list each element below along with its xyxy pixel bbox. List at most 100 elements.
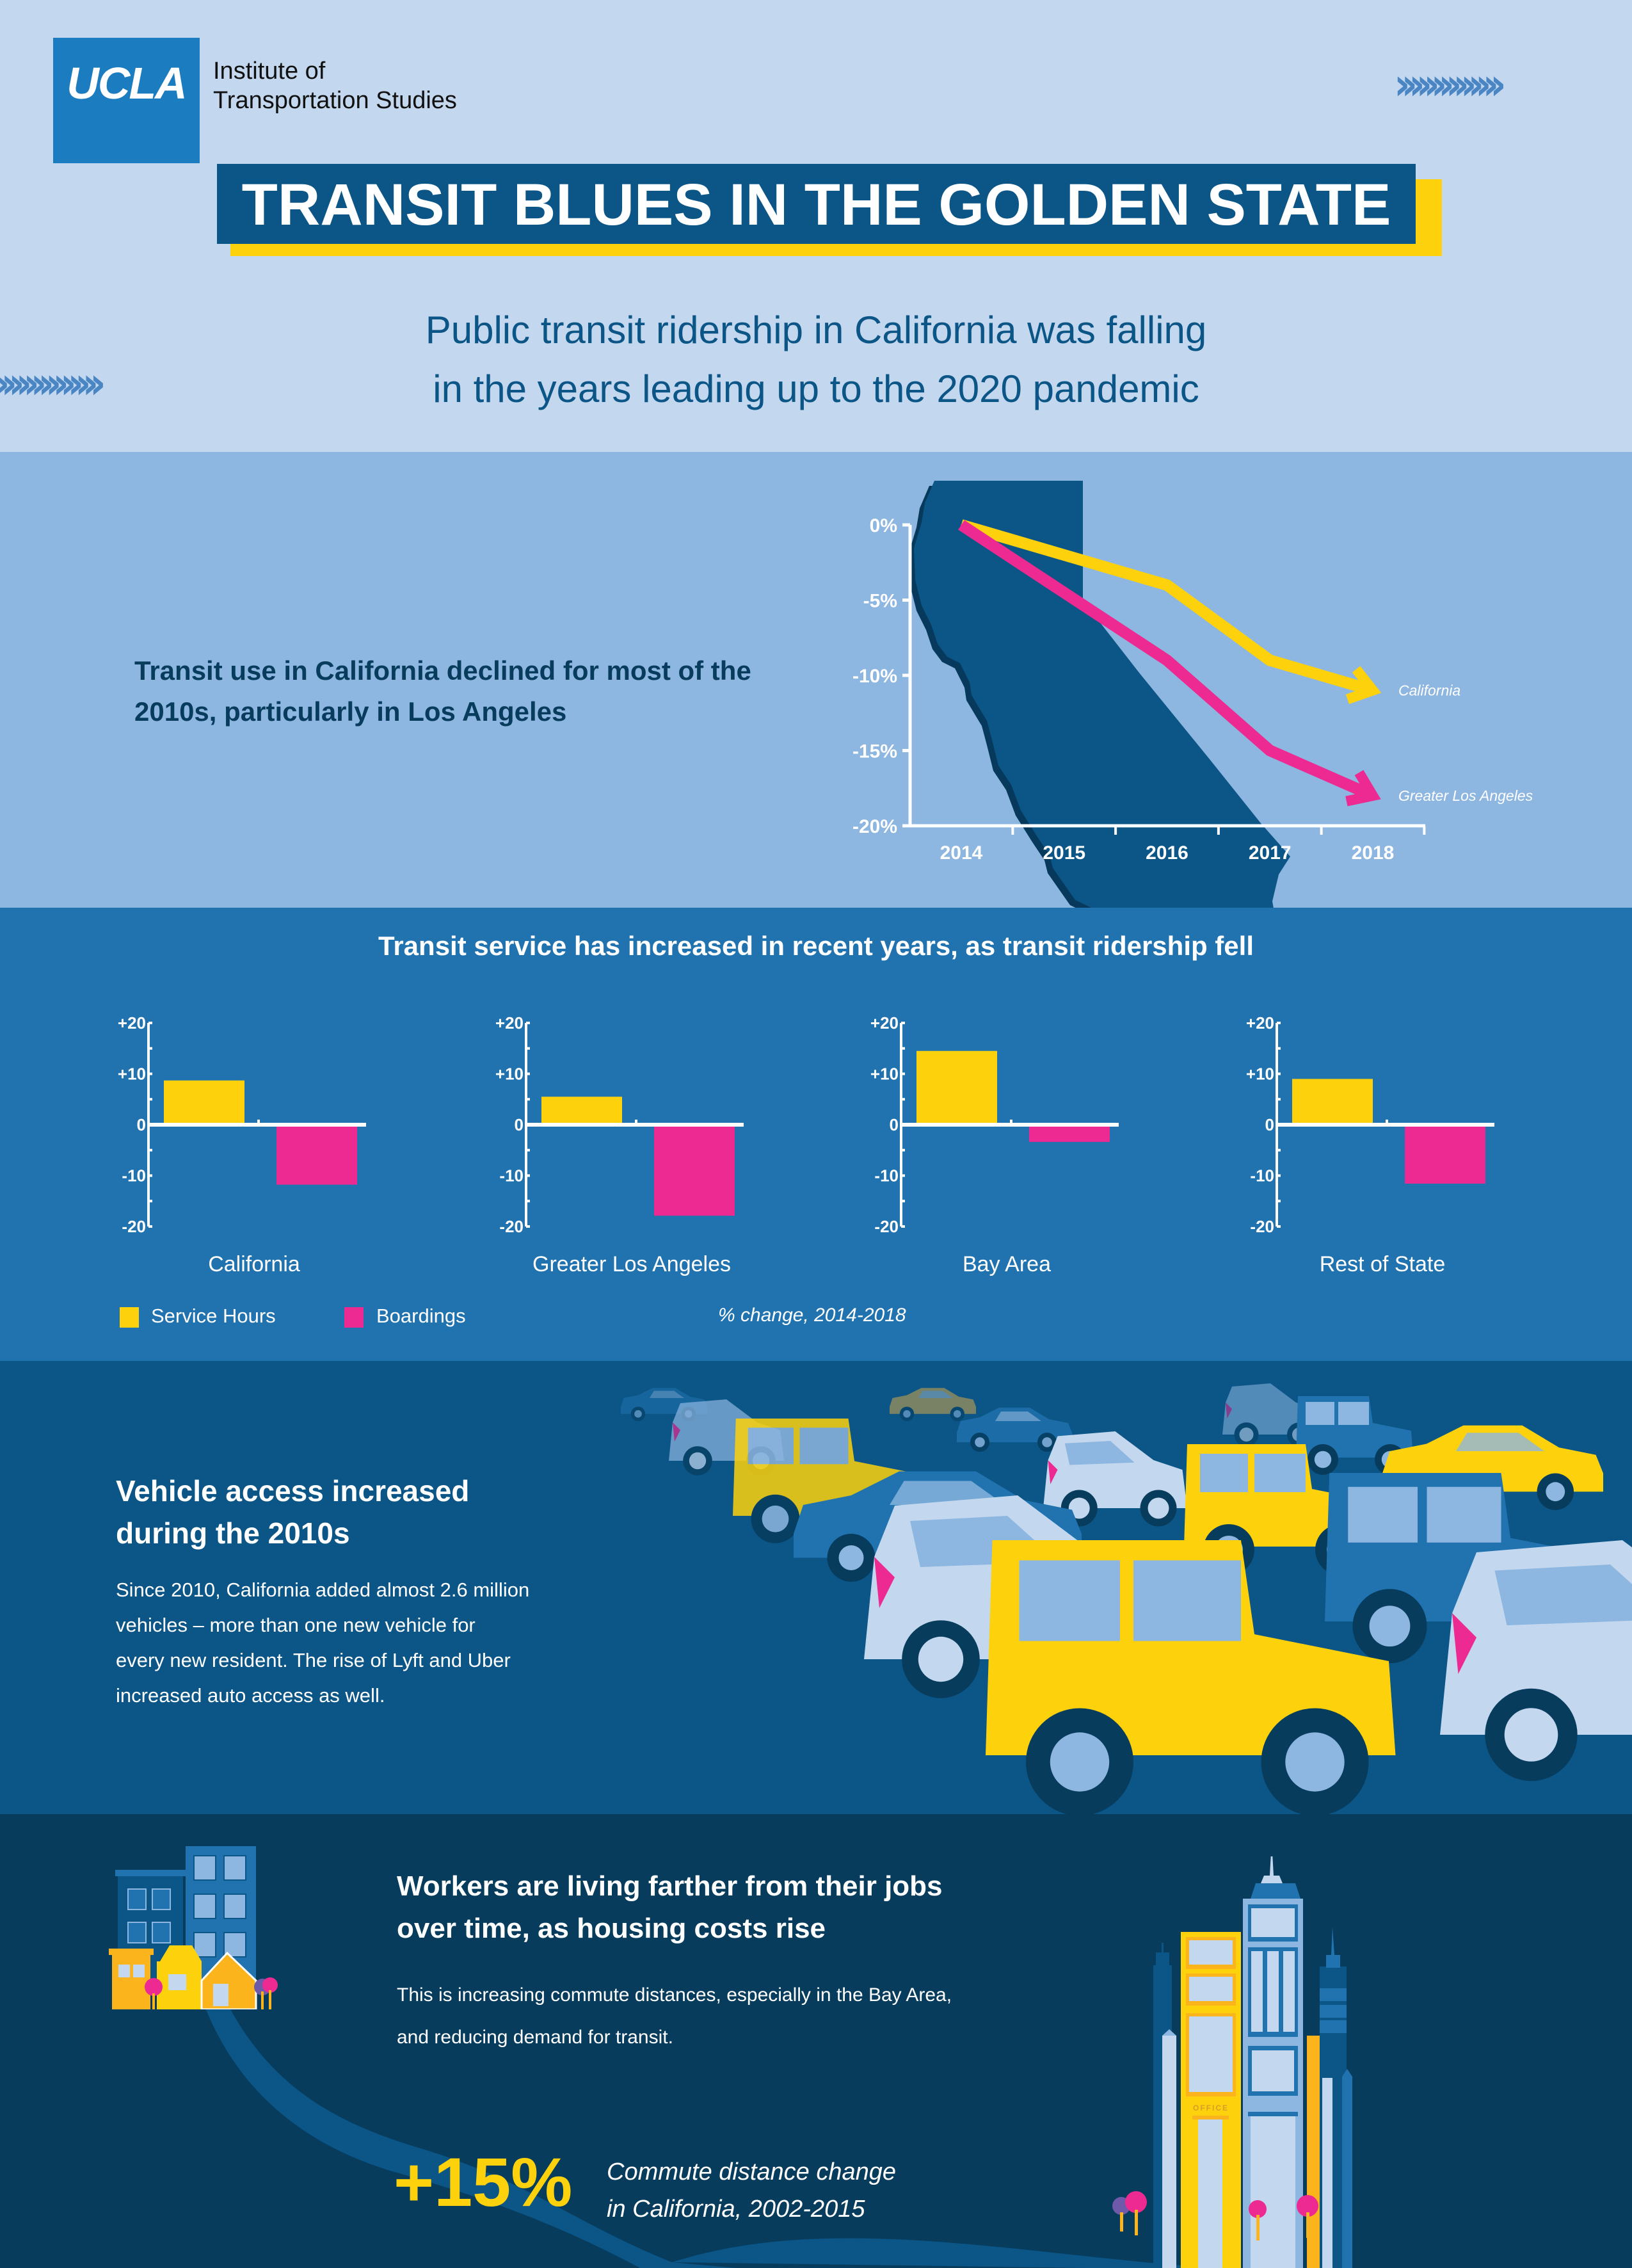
vehicle-body-line: Since 2010, California added almost 2.6 … [116,1579,530,1601]
vehicle-body: Since 2010, California added almost 2.6 … [116,1572,602,1713]
commute-stat-caption-line-2: in California, 2002-2015 [607,2196,865,2223]
y-tick-label: -5% [863,591,897,612]
commute-body-line-1: This is increasing commute distances, es… [397,1984,952,2006]
bar-service-hours [164,1080,244,1125]
line-chart-axes [902,523,1426,835]
ridership-text: Transit use in California declined for m… [134,655,751,727]
x-tick-label: 2015 [1043,842,1085,864]
y-tick-label: -20 [499,1217,524,1236]
commute-heading-line-2: over time, as housing costs rise [397,1913,826,1944]
service-section: Transit service has increased in recent … [0,908,1632,1361]
y-tick-label: 0 [890,1115,899,1134]
y-tick-label: +20 [1246,1013,1274,1033]
line-point [1269,750,1271,752]
category-label: Greater Los Angeles [532,1252,731,1276]
y-tick-label: +10 [1246,1065,1274,1084]
commute-road-illustration [192,1968,1216,2268]
x-tick-label: 2017 [1249,842,1292,864]
line-chart-labels: 0% -5% -10% -15% -20% 2014 2015 2016 2017 2018 Cal… [852,515,1533,864]
commute-body-line-2: and reducing demand for transit. [397,2027,673,2048]
legend-swatch-boardings [344,1307,364,1328]
ucla-logo: UCLA [67,58,187,108]
commute-section: Workers are living farther from their jo… [0,1814,1632,2268]
title-box [217,164,1416,244]
page-title: TRANSIT BLUES IN THE GOLDEN STATE [241,172,1391,237]
office-sign: OFFICE [1193,2103,1229,2112]
y-tick-label: -20 [122,1217,146,1236]
line-point [1166,659,1168,661]
line-point [1063,591,1065,593]
ridership-line-chart: 0% -5% -10% -15% -20% 2014 2015 2016 2017 2018 Cal… [852,481,1533,908]
chevron-decoration-left: ›››››››››››››› [0,357,106,409]
subtitle-line-1: Public transit ridership in California w… [425,309,1207,351]
vehicle-section: Vehicle access increased during the 2010… [0,1361,1632,1814]
bar-chart-california: +20 +10 0 -10 -20 [118,1013,366,1236]
commute-stat: +15% [394,2143,573,2221]
category-label: California [208,1252,300,1276]
y-tick-label: +20 [870,1013,899,1033]
line-point [1372,689,1373,691]
legend-swatch-service-hours [120,1307,139,1328]
bar-chart-rest-of-state: +20 +10 0 -10 -20 [1246,1013,1494,1236]
y-tick-label: +10 [870,1065,899,1084]
bar-chart-bay-area: +20 +10 0 -10 -20 [870,1013,1119,1236]
bar-boardings [654,1127,735,1216]
y-tick-label: 0 [515,1115,524,1134]
y-tick-label: 0% [870,515,897,536]
x-tick-label: 2014 [940,842,983,864]
vehicle-body-line: increased auto access as well. [116,1684,385,1707]
bar-chart-title: Transit service has increased in recent … [378,931,1254,961]
y-tick-label: -10% [852,666,897,687]
series-label: Greater Los Angeles [1398,787,1533,804]
institute-line-1: Institute of [213,58,326,84]
line-point [1269,659,1271,661]
legend-label-boardings: Boardings [376,1305,466,1327]
y-tick-label: -20% [852,816,897,837]
bar-chart-note: % change, 2014-2018 [718,1305,906,1326]
line-point [1063,554,1065,556]
vehicle-heading-line-1: Vehicle access increased [116,1474,470,1508]
y-tick-label: 0 [137,1115,146,1134]
subtitle-line-2: in the years leading up to the 2020 pand… [433,367,1199,410]
y-tick-label: -10 [122,1166,146,1186]
y-tick-label: -20 [874,1217,899,1236]
residential-buildings-icon [109,1846,278,2009]
bar-chart-greater-los-angeles: +20 +10 0 -10 -20 [495,1013,744,1236]
bar-boardings [1029,1127,1110,1142]
line-point [1372,795,1373,796]
car-icon [890,1388,976,1421]
y-tick-label: -10 [1250,1166,1274,1186]
y-tick-label: +20 [118,1013,146,1033]
bar-service-hours [916,1050,997,1125]
series-label: California [1398,682,1460,699]
commute-stat-caption: Commute distance change in California, 2… [607,2153,896,2228]
vehicle-heading-line-2: during the 2010s [116,1516,350,1550]
line-point [961,524,962,526]
y-tick-label: 0 [1265,1115,1274,1134]
y-tick-label: -15% [852,741,897,762]
vehicle-body-line: vehicles – more than one new vehicle for [116,1614,476,1636]
city-skyline-icon: OFFICE [1112,1856,1352,2268]
bar-service-hours [541,1097,622,1125]
category-label: Rest of State [1319,1252,1446,1276]
vehicle-heading: Vehicle access increased during the 2010… [116,1470,469,1554]
commute-stat-caption-line-1: Commute distance change [607,2159,897,2185]
ucla-logo-box [53,38,200,163]
y-tick-label: +20 [495,1013,524,1033]
commute-body: This is increasing commute distances, es… [397,1974,1101,2059]
commute-heading-line-1: Workers are living farther from their jo… [397,1870,943,1902]
category-label: Bay Area [963,1252,1051,1276]
commute-heading: Workers are living farther from their jo… [397,1865,943,1950]
car-icon [1440,1540,1632,1781]
chevron-decoration-top-right: ›››››››››››››› [1394,58,1507,110]
y-tick-label: -10 [499,1166,524,1186]
y-tick-label: +10 [118,1065,146,1084]
line-chart-series [958,519,1382,807]
line-point [1166,584,1168,586]
california-map-icon [909,481,1290,908]
vehicle-body-line: every new resident. The rise of Lyft and… [116,1649,511,1671]
bar-boardings [1405,1127,1485,1184]
y-tick-label: -10 [874,1166,899,1186]
ridership-section: Transit use in California declined for m… [0,452,1632,908]
y-tick-label: +10 [495,1065,524,1084]
